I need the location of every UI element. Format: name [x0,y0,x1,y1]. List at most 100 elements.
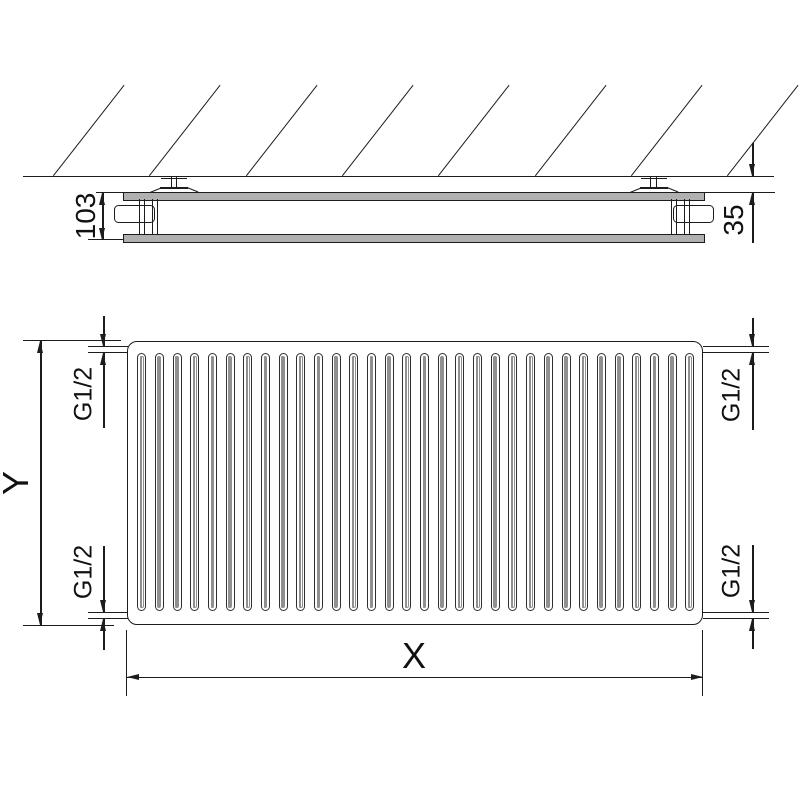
extension-line [88,239,123,241]
hatch-line [534,84,607,177]
corrugation-slot [207,353,217,611]
dim-line [103,618,105,650]
corrugation-shading [228,356,231,608]
corrugation-shading [387,356,390,608]
arrowhead [690,674,703,681]
arrowhead [749,164,756,176]
corrugation-slot [420,353,430,611]
header-tube [670,199,677,234]
hatch-line [438,84,510,177]
corrugation-shading [581,356,585,608]
corrugation-shading [299,356,302,608]
hatch-line [245,84,318,177]
corrugation-slot [649,353,659,611]
corrugation-shading [334,356,337,608]
extension-line [23,339,121,341]
connection-stub-top-right [702,345,769,354]
arrowhead [99,227,106,240]
corrugation-shading [157,356,160,608]
extension-line [702,630,704,696]
corrugation-slot [260,353,270,611]
hatch-line [149,84,222,177]
corrugation-slot [490,353,500,611]
bracket-stem [650,177,657,188]
dim-line [752,143,754,176]
arrowhead [749,618,756,631]
corrugation-slot [225,353,235,611]
corrugation-slot [685,353,695,611]
dim-length-label: X [401,635,427,676]
dim-line [102,193,104,239]
rear-panel-profile [123,192,705,201]
corrugation-shading [652,356,655,608]
corrugation-shading [511,356,514,608]
front-panel-profile [123,234,705,243]
connection-stub-top-left [88,345,128,354]
extension-line [96,192,123,194]
corrugation-shading [546,356,549,608]
header-tube [151,199,158,234]
corrugation-slot [190,353,200,611]
corrugation-shading [475,356,479,608]
bracket-hat [160,187,188,189]
extension-line [126,630,128,696]
thread-label: G1/2 [717,367,746,423]
corrugation-shading [440,356,443,608]
dim-line [103,316,105,346]
bracket-plate [640,177,667,180]
corrugation-slot [473,353,483,611]
corrugation-slot [154,353,164,611]
hatch-line [341,84,414,177]
corrugation-slot [437,353,447,611]
corrugation-slot [349,353,359,611]
dim-line [127,677,703,679]
hatch-line [630,84,703,177]
bracket-stem [170,177,177,188]
arrowhead [127,674,140,681]
corrugation-shading [688,356,691,608]
dim-line [103,353,105,429]
corrugation-slot [543,353,553,611]
corrugation-shading [422,356,426,608]
dim-line [103,546,105,612]
arrowhead [749,600,756,612]
hatch-line [726,84,799,177]
connection-stub-bottom-right [702,611,769,619]
corrugation-slot [508,353,518,611]
arrowhead [100,353,107,366]
connection-nipple-left [114,204,155,223]
bracket-plate [161,177,187,180]
corrugation-shading [193,356,196,608]
corrugation-shading [352,356,355,608]
dim-line [40,341,42,625]
dim-line [752,193,754,244]
corrugation-slot [314,353,323,611]
corrugation-shading [493,356,496,608]
corrugation-shading [369,356,373,608]
corrugation-shading [210,356,213,608]
corrugation-shading [281,356,284,608]
corrugation-slot [243,353,253,611]
corrugation-slot [632,353,642,611]
corrugation-shading [528,356,532,608]
arrowhead [100,618,107,631]
connection-stub-bottom-left [88,611,128,619]
corrugation-slot [561,353,571,611]
arrowhead [100,600,107,612]
corrugation-slot [402,353,412,611]
bracket-hat [639,187,668,189]
corrugation-slot [367,353,377,611]
extension-line [703,192,775,194]
wall-line [23,175,774,178]
corrugation-slot [667,353,677,611]
extension-line [23,625,114,627]
thread-label: G1/2 [69,544,98,600]
thread-label: G1/2 [69,366,98,422]
corrugation-slot [596,353,606,611]
dim-line [752,545,754,612]
arrowhead [749,353,756,366]
dim-depth-label: 103 [70,192,101,240]
corrugation-slot [296,353,306,611]
corrugation-slot [614,353,624,611]
